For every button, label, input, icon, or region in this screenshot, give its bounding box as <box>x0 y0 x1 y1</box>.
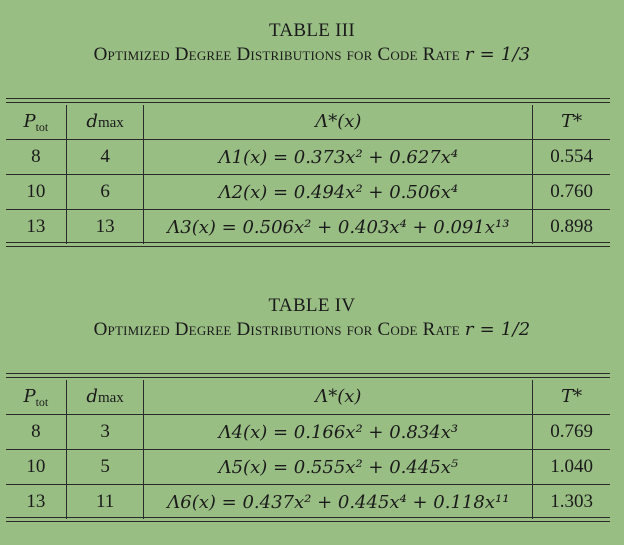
cell-t: 0.760 <box>532 174 610 210</box>
cell-lambda: Λ3(x) = 0.506x² + 0.403x⁴ + 0.091x¹³ <box>143 209 534 244</box>
table-iv: Ptot dmax Λ*(x) T* 8 3 Λ4(x) = 0.166x² +… <box>6 380 610 519</box>
header-dmax: dmax <box>66 105 145 140</box>
cell-ptot: 8 <box>6 414 67 450</box>
cell-t: 1.303 <box>532 484 610 519</box>
table-row: 10 5 Λ5(x) = 0.555x² + 0.445x⁵ 1.040 <box>6 449 610 485</box>
table-row: 13 13 Λ3(x) = 0.506x² + 0.403x⁴ + 0.091x… <box>6 209 610 244</box>
header-lambda: Λ*(x) <box>143 380 534 415</box>
top-rule <box>6 373 610 374</box>
table-number: TABLE III <box>268 20 356 41</box>
top-rule-2 <box>6 102 610 103</box>
cell-lambda: Λ6(x) = 0.437x² + 0.445x⁴ + 0.118x¹¹ <box>143 484 534 519</box>
cell-ptot: 8 <box>6 139 67 175</box>
caption-text: Optimized Degree Distributions for Code … <box>93 44 460 65</box>
bottom-rule <box>6 242 610 243</box>
bottom-rule <box>6 517 610 518</box>
cell-ptot: 13 <box>6 484 67 519</box>
header-dmax: dmax <box>66 380 145 415</box>
cell-t: 0.898 <box>532 209 610 244</box>
cell-ptot: 10 <box>6 174 67 210</box>
header-ptot: Ptot <box>6 380 67 415</box>
cell-dmax: 6 <box>66 174 145 210</box>
cell-lambda: Λ5(x) = 0.555x² + 0.445x⁵ <box>143 449 534 485</box>
table-row: 13 11 Λ6(x) = 0.437x² + 0.445x⁴ + 0.118x… <box>6 484 610 519</box>
cell-dmax: 5 <box>66 449 145 485</box>
caption-rate: r = 1/3 <box>464 44 531 65</box>
table-row: 8 4 Λ1(x) = 0.373x² + 0.627x⁴ 0.554 <box>6 139 610 175</box>
bottom-rule-2 <box>6 246 610 247</box>
cell-lambda: Λ1(x) = 0.373x² + 0.627x⁴ <box>143 139 534 175</box>
header-row: Ptot dmax Λ*(x) T* <box>6 105 610 140</box>
cell-lambda: Λ2(x) = 0.494x² + 0.506x⁴ <box>143 174 534 210</box>
cell-t: 0.769 <box>532 414 610 450</box>
caption-text: Optimized Degree Distributions for Code … <box>93 319 460 340</box>
table-iv-block: TABLE IV Optimized Degree Distributions … <box>0 295 624 341</box>
bottom-rule-2 <box>6 521 610 522</box>
cell-dmax: 3 <box>66 414 145 450</box>
header-ptot: Ptot <box>6 105 67 140</box>
cell-t: 1.040 <box>532 449 610 485</box>
table-number: TABLE IV <box>268 295 356 316</box>
header-t: T* <box>561 111 583 132</box>
cell-dmax: 11 <box>66 484 145 519</box>
header-t: T* <box>561 386 583 407</box>
table-iii-block: TABLE III Optimized Degree Distributions… <box>0 20 624 66</box>
table-caption: Optimized Degree Distributions for Code … <box>0 44 624 66</box>
top-rule <box>6 98 610 99</box>
top-rule-2 <box>6 377 610 378</box>
table-row: 10 6 Λ2(x) = 0.494x² + 0.506x⁴ 0.760 <box>6 174 610 210</box>
table-iii: Ptot dmax Λ*(x) T* 8 4 Λ1(x) = 0.373x² +… <box>6 105 610 244</box>
table-caption: Optimized Degree Distributions for Code … <box>0 319 624 341</box>
cell-t: 0.554 <box>532 139 610 175</box>
cell-ptot: 10 <box>6 449 67 485</box>
header-lambda: Λ*(x) <box>143 105 534 140</box>
table-row: 8 3 Λ4(x) = 0.166x² + 0.834x³ 0.769 <box>6 414 610 450</box>
cell-ptot: 13 <box>6 209 67 244</box>
header-row: Ptot dmax Λ*(x) T* <box>6 380 610 415</box>
caption-rate: r = 1/2 <box>464 319 531 340</box>
cell-lambda: Λ4(x) = 0.166x² + 0.834x³ <box>143 414 534 450</box>
cell-dmax: 13 <box>66 209 145 244</box>
cell-dmax: 4 <box>66 139 145 175</box>
